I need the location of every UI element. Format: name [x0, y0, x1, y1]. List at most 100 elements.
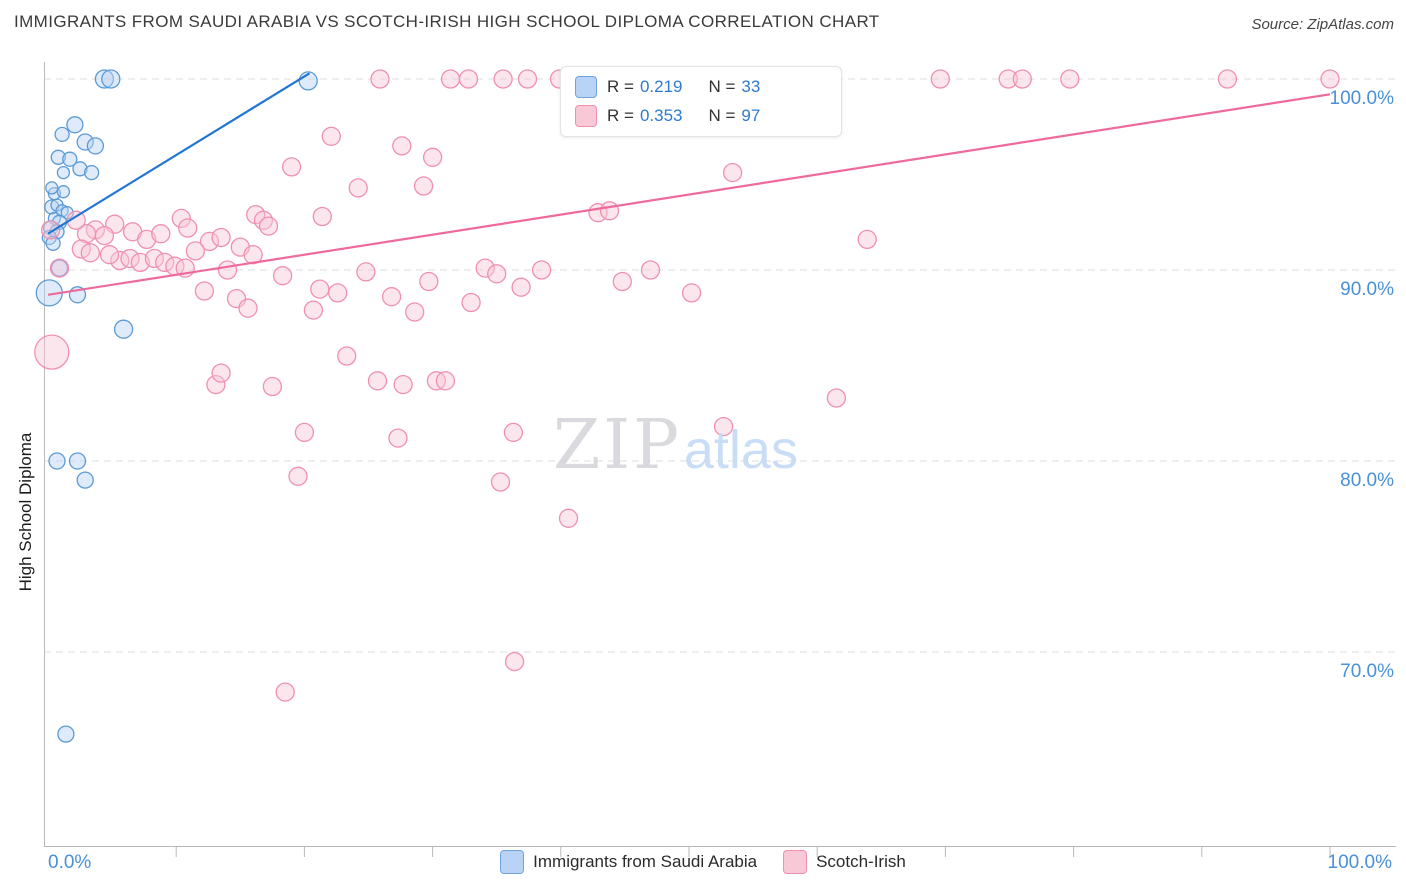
data-point-scotch-irish — [1320, 69, 1340, 89]
data-point-scotch-irish — [413, 176, 434, 196]
data-point-scotch-irish — [328, 283, 348, 303]
r-value-saudi: 0.219 — [639, 77, 683, 96]
r-value-scotch-irish: 0.353 — [639, 106, 683, 125]
data-point-scotch-irish — [348, 178, 368, 198]
data-point-scotch-irish — [857, 229, 877, 250]
data-point-saudi — [45, 181, 59, 195]
data-point-scotch-irish — [171, 208, 191, 229]
data-point-saudi — [68, 452, 87, 470]
series-legend: Immigrants from Saudi Arabia Scotch-Iris… — [0, 850, 1406, 874]
data-point-scotch-irish — [206, 374, 226, 395]
data-point-scotch-irish — [826, 388, 847, 408]
data-point-scotch-irish — [120, 248, 140, 269]
legend-item-saudi: Immigrants from Saudi Arabia — [500, 850, 757, 874]
saudi-series-swatch — [575, 76, 597, 98]
saudi-swatch — [500, 850, 525, 874]
data-point-scotch-irish — [312, 206, 332, 227]
data-point-scotch-irish — [272, 266, 293, 286]
data-point-scotch-irish — [211, 363, 231, 383]
data-point-scotch-irish — [511, 277, 531, 297]
y-tick-label: 90.0% — [1340, 279, 1394, 300]
page-title: IMMIGRANTS FROM SAUDI ARABIA VS SCOTCH-I… — [14, 12, 880, 31]
data-point-scotch-irish — [558, 508, 579, 528]
data-point-saudi — [72, 161, 88, 177]
data-point-scotch-irish — [1060, 69, 1080, 89]
data-point-saudi — [56, 185, 71, 199]
data-point-scotch-irish — [490, 472, 511, 492]
data-point-scotch-irish — [337, 346, 357, 366]
data-point-scotch-irish — [185, 241, 206, 261]
data-point-saudi — [86, 137, 105, 155]
data-point-saudi — [113, 319, 134, 339]
data-point-saudi — [50, 259, 69, 277]
data-point-scotch-irish — [356, 262, 376, 282]
r-label: R = — [607, 106, 634, 125]
y-tick-label: 80.0% — [1340, 470, 1394, 491]
data-point-scotch-irish — [80, 243, 100, 263]
data-point-scotch-irish — [303, 300, 324, 320]
data-point-scotch-irish — [612, 271, 632, 292]
data-point-scotch-irish — [310, 279, 330, 299]
data-point-scotch-irish — [1217, 69, 1238, 89]
data-point-scotch-irish — [405, 302, 425, 322]
n-label: N = — [708, 106, 736, 125]
data-point-scotch-irish — [275, 682, 295, 702]
data-point-scotch-irish — [393, 374, 413, 395]
data-point-scotch-irish — [640, 260, 661, 280]
data-point-scotch-irish — [49, 258, 70, 278]
data-point-scotch-irish — [262, 376, 283, 397]
data-point-scotch-irish — [998, 69, 1018, 89]
data-point-scotch-irish — [440, 69, 461, 89]
data-point-saudi — [48, 452, 66, 470]
trendline-saudi — [47, 72, 311, 235]
legend-row-scotch-irish: R = 0.353 N = 97 — [575, 104, 827, 128]
data-point-saudi — [57, 725, 75, 743]
data-point-scotch-irish — [713, 416, 734, 437]
data-point-scotch-irish — [288, 466, 308, 486]
data-point-scotch-irish — [930, 69, 950, 89]
y-tick-label: 70.0% — [1340, 661, 1394, 682]
data-point-scotch-irish — [217, 260, 238, 280]
legend-item-scotch-irish: Scotch-Irish — [783, 850, 906, 874]
y-tick-label: 100.0% — [1330, 88, 1395, 109]
data-point-scotch-irish — [388, 428, 408, 448]
r-label: R = — [607, 77, 634, 96]
data-point-scotch-irish — [258, 216, 279, 236]
data-point-scotch-irish — [722, 162, 743, 183]
legend-label-scotch-irish: Scotch-Irish — [816, 852, 906, 871]
data-point-scotch-irish — [294, 422, 315, 443]
data-point-saudi — [94, 69, 115, 89]
data-point-scotch-irish — [99, 245, 120, 265]
data-point-scotch-irish — [422, 147, 443, 167]
data-point-scotch-irish — [211, 227, 231, 248]
data-point-scotch-irish — [66, 210, 86, 230]
data-point-scotch-irish — [155, 252, 175, 273]
data-point-saudi — [62, 151, 78, 167]
data-point-scotch-irish — [281, 157, 302, 177]
data-point-saudi — [50, 149, 66, 165]
data-point-scotch-irish — [367, 371, 388, 391]
data-point-scotch-irish — [137, 229, 157, 250]
data-point-saudi — [66, 116, 84, 134]
data-point-scotch-irish — [199, 231, 220, 252]
data-point-scotch-irish — [517, 69, 538, 89]
n-value-saudi: 33 — [741, 77, 761, 96]
data-point-scotch-irish — [504, 651, 525, 672]
data-point-scotch-irish — [144, 248, 165, 269]
data-point-scotch-irish — [475, 258, 495, 278]
data-point-saudi — [54, 126, 70, 143]
source-attribution: Source: ZipAtlas.com — [1251, 16, 1394, 33]
scotch-irish-series-swatch — [575, 105, 597, 127]
trendline-scotch-irish — [47, 93, 1331, 296]
data-point-saudi — [76, 471, 94, 489]
data-point-scotch-irish — [321, 126, 341, 146]
data-point-scotch-irish — [94, 225, 115, 246]
data-point-scotch-irish — [34, 334, 70, 370]
x-axis-min-label: 0.0% — [48, 852, 92, 873]
data-point-scotch-irish — [194, 281, 215, 301]
data-point-scotch-irish — [435, 371, 456, 391]
data-point-scotch-irish — [503, 422, 524, 443]
n-label: N = — [708, 77, 736, 96]
data-point-scotch-irish — [392, 136, 412, 156]
data-point-scotch-irish — [253, 210, 274, 230]
